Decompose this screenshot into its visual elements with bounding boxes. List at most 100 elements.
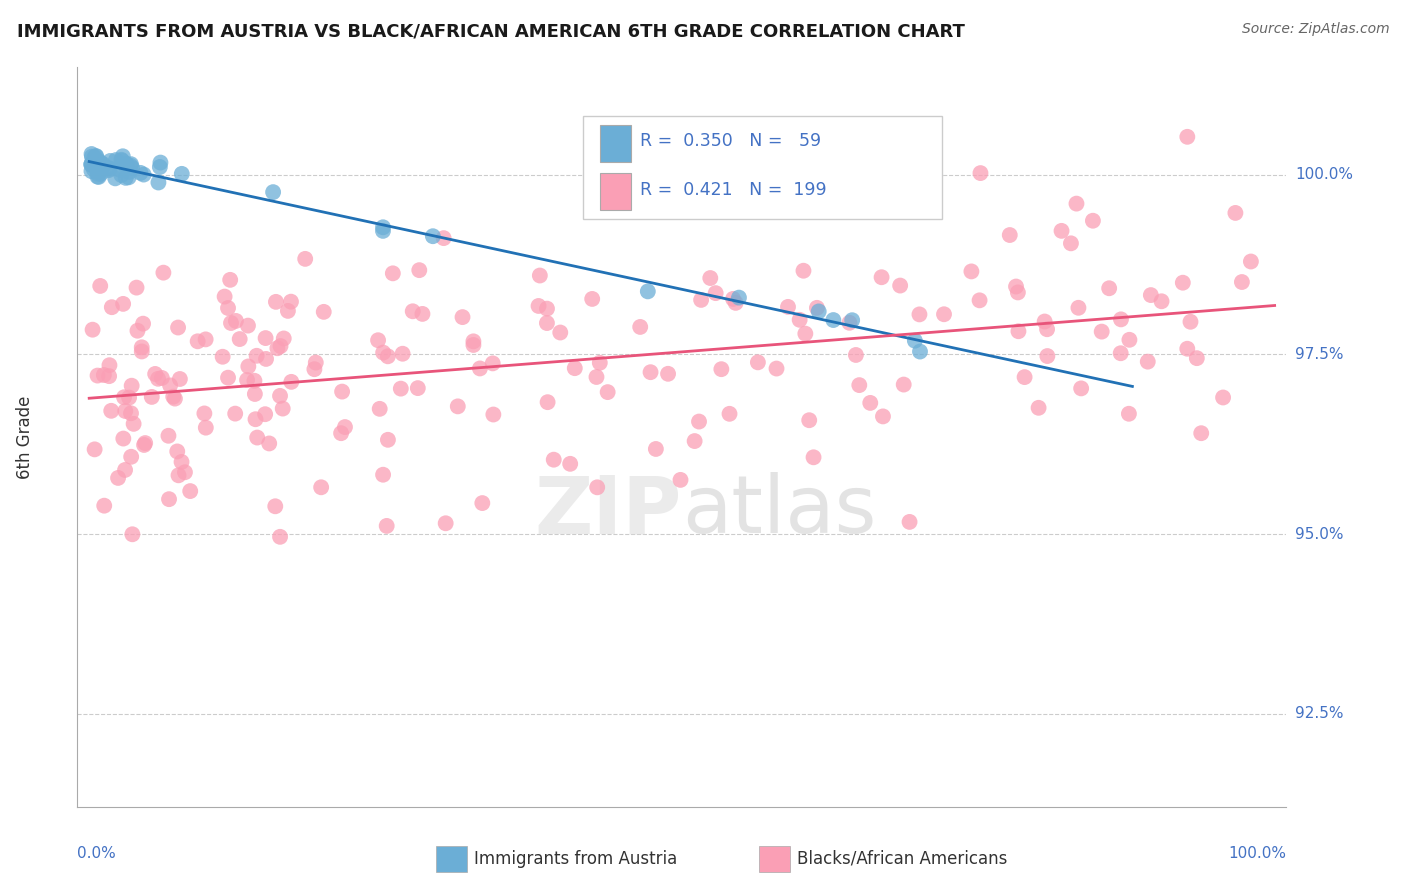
Point	[1098, 281, 1121, 295]
Point	[166, 444, 188, 458]
Point	[104, 153, 127, 167]
Point	[162, 390, 184, 404]
Point	[371, 220, 394, 235]
Point	[724, 296, 747, 310]
Point	[845, 348, 868, 362]
Point	[269, 530, 291, 544]
Point	[146, 372, 169, 386]
Point	[1060, 236, 1083, 251]
Point	[111, 149, 134, 163]
Point	[391, 347, 413, 361]
Text: IMMIGRANTS FROM AUSTRIA VS BLACK/AFRICAN AMERICAN 6TH GRADE CORRELATION CHART: IMMIGRANTS FROM AUSTRIA VS BLACK/AFRICAN…	[17, 22, 965, 40]
Point	[149, 160, 172, 174]
Point	[463, 338, 485, 352]
Point	[217, 370, 239, 384]
Point	[134, 436, 156, 450]
Point	[823, 313, 845, 327]
Point	[718, 407, 741, 421]
Point	[112, 432, 135, 446]
Point	[84, 149, 107, 163]
Point	[998, 227, 1021, 242]
Point	[1180, 315, 1202, 329]
Point	[97, 163, 120, 178]
Point	[91, 157, 114, 171]
Text: 95.0%: 95.0%	[1295, 526, 1343, 541]
Point	[193, 407, 215, 421]
Point	[848, 378, 870, 392]
Point	[870, 270, 893, 285]
Point	[471, 496, 494, 510]
Point	[389, 382, 412, 396]
Point	[257, 436, 280, 450]
Point	[1007, 285, 1029, 300]
Point	[806, 301, 828, 315]
Text: R =  0.421   N =  199: R = 0.421 N = 199	[640, 181, 827, 199]
Point	[776, 300, 799, 314]
Point	[97, 161, 120, 175]
Point	[82, 323, 104, 337]
Point	[1189, 426, 1212, 441]
Point	[1171, 276, 1194, 290]
Point	[1140, 288, 1163, 302]
Point	[408, 263, 430, 277]
Point	[704, 286, 727, 301]
Point	[589, 356, 612, 370]
Text: 0.0%: 0.0%	[77, 847, 117, 861]
Point	[83, 150, 105, 164]
Point	[367, 333, 389, 347]
Point	[628, 320, 651, 334]
Text: Source: ZipAtlas.com: Source: ZipAtlas.com	[1241, 22, 1389, 37]
Point	[1150, 294, 1173, 309]
Point	[163, 392, 186, 406]
Point	[799, 413, 821, 427]
Point	[98, 153, 121, 168]
Point	[91, 160, 114, 174]
Point	[80, 150, 103, 164]
Point	[236, 318, 259, 333]
Point	[280, 294, 302, 309]
Point	[90, 167, 112, 181]
Point	[581, 292, 603, 306]
Text: Immigrants from Austria: Immigrants from Austria	[474, 850, 678, 868]
Point	[1067, 301, 1090, 315]
Point	[1230, 275, 1253, 289]
Point	[669, 473, 692, 487]
Point	[1109, 346, 1132, 360]
Point	[169, 372, 191, 386]
Point	[80, 157, 103, 171]
Point	[167, 320, 190, 334]
Point	[219, 316, 242, 330]
Point	[228, 332, 250, 346]
Point	[194, 332, 217, 346]
Point	[101, 300, 124, 314]
Point	[110, 168, 132, 182]
Point	[80, 157, 103, 171]
Point	[721, 292, 744, 306]
Point	[152, 266, 174, 280]
Text: 100.0%: 100.0%	[1229, 847, 1286, 861]
Point	[371, 224, 394, 238]
Point	[110, 153, 132, 167]
Point	[194, 420, 217, 434]
Point	[1007, 324, 1029, 338]
Point	[280, 375, 302, 389]
Point	[406, 381, 429, 395]
Point	[377, 349, 399, 363]
Point	[585, 370, 607, 384]
Point	[107, 471, 129, 485]
Point	[179, 484, 201, 499]
Point	[527, 299, 550, 313]
Point	[120, 406, 142, 420]
Point	[143, 367, 166, 381]
Point	[262, 185, 284, 199]
Point	[1118, 407, 1140, 421]
Point	[122, 417, 145, 431]
Point	[214, 289, 236, 303]
Point	[803, 450, 825, 465]
Point	[118, 170, 141, 185]
Point	[433, 231, 456, 245]
Point	[699, 271, 721, 285]
Text: Blacks/African Americans: Blacks/African Americans	[797, 850, 1008, 868]
Point	[1109, 312, 1132, 326]
Point	[111, 154, 134, 169]
